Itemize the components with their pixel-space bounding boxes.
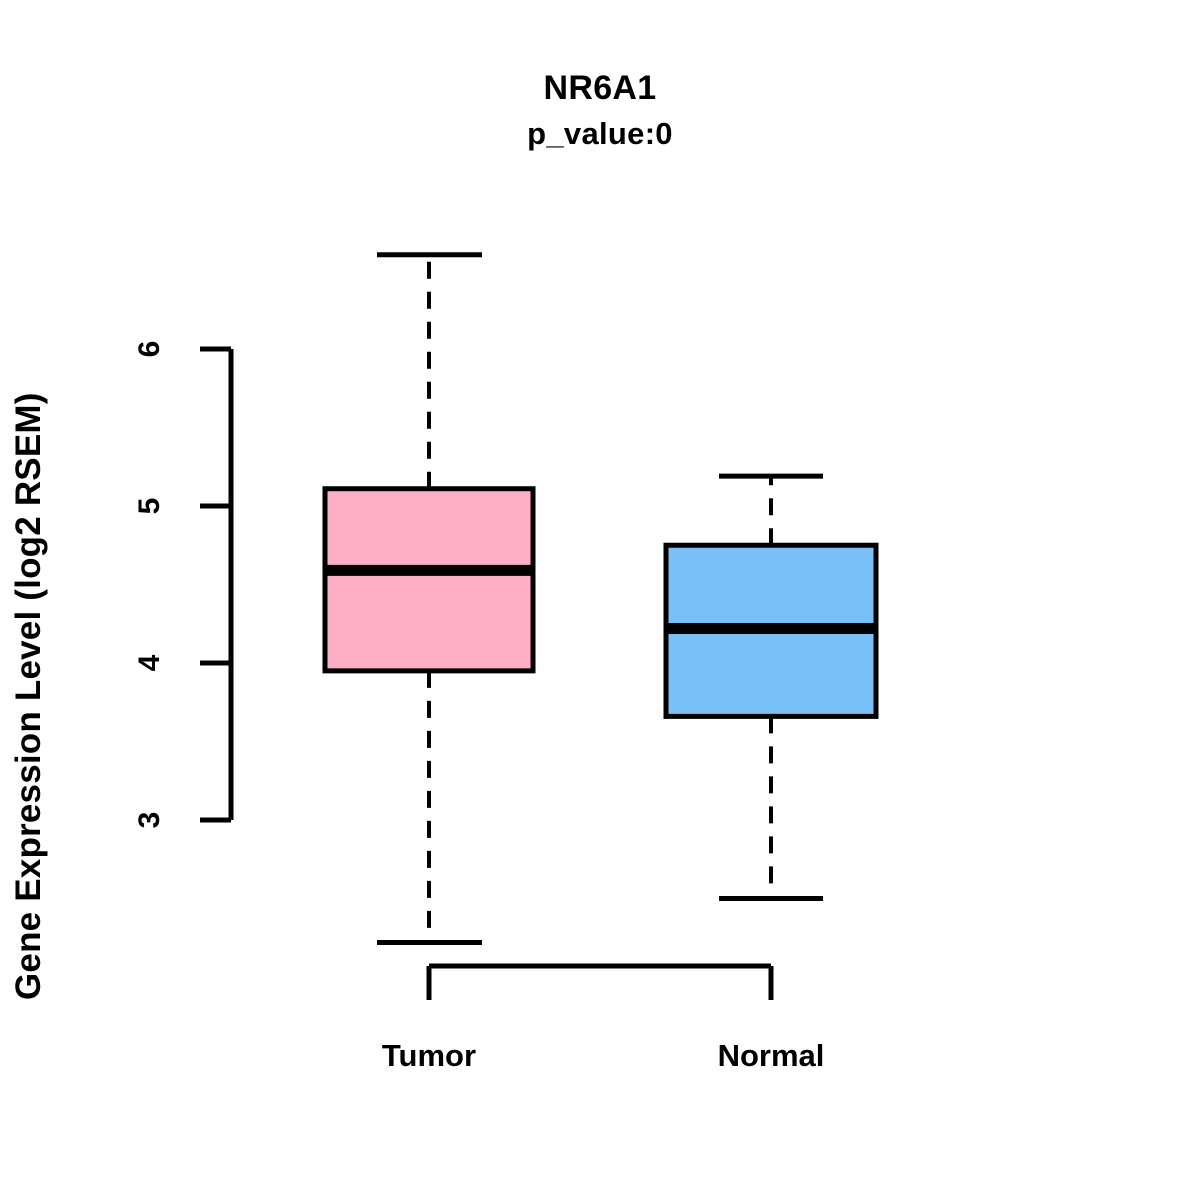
x-axis [426,963,774,1000]
x-tick-label-normal: Normal [717,1038,825,1073]
boxplot-normal [663,473,879,901]
x-tick-label-tumor: Tumor [381,1038,477,1073]
y-axis [200,346,234,823]
boxplot-tumor [322,252,536,945]
box-tumor [322,486,536,674]
